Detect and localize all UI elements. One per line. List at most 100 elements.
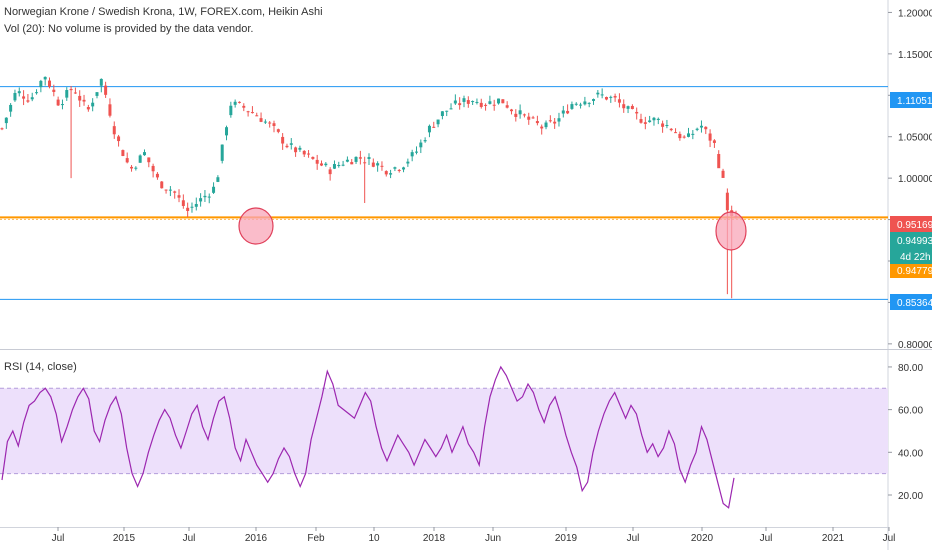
candle-body[interactable] <box>298 147 302 150</box>
candle-body[interactable] <box>302 150 306 155</box>
candle-body[interactable] <box>406 161 410 164</box>
candle-body[interactable] <box>86 107 90 110</box>
candle-body[interactable] <box>389 173 393 175</box>
candle-body[interactable] <box>233 101 237 105</box>
candle-body[interactable] <box>138 155 142 163</box>
highlight-circle-2016[interactable] <box>238 207 274 245</box>
candle-body[interactable] <box>332 164 336 169</box>
candle-body[interactable] <box>151 165 155 172</box>
candle-body[interactable] <box>475 101 479 103</box>
candle-body[interactable] <box>0 128 4 130</box>
candle-body[interactable] <box>345 159 349 162</box>
candle-body[interactable] <box>725 192 729 211</box>
candle-body[interactable] <box>488 101 492 104</box>
candle-body[interactable] <box>112 126 116 135</box>
candle-body[interactable] <box>250 112 254 114</box>
candle-body[interactable] <box>505 105 509 108</box>
candle-body[interactable] <box>518 110 522 115</box>
candle-body[interactable] <box>548 120 552 122</box>
candle-body[interactable] <box>600 94 604 96</box>
candle-body[interactable] <box>52 89 56 92</box>
candle-body[interactable] <box>639 119 643 123</box>
candle-body[interactable] <box>47 80 51 87</box>
candle-body[interactable] <box>699 125 703 128</box>
candle-body[interactable] <box>479 102 483 107</box>
candle-body[interactable] <box>354 156 358 162</box>
candle-body[interactable] <box>307 153 311 155</box>
candle-body[interactable] <box>471 101 475 103</box>
candle-body[interactable] <box>604 97 608 100</box>
candle-body[interactable] <box>410 152 414 157</box>
candle-body[interactable] <box>393 167 397 169</box>
candle-body[interactable] <box>466 100 470 104</box>
candle-body[interactable] <box>315 159 319 164</box>
candle-body[interactable] <box>557 118 561 122</box>
candle-body[interactable] <box>246 111 250 113</box>
candle-body[interactable] <box>436 119 440 125</box>
candle-body[interactable] <box>427 125 431 133</box>
candle-body[interactable] <box>168 189 172 191</box>
candle-body[interactable] <box>721 170 725 178</box>
candle-body[interactable] <box>402 167 406 170</box>
candle-body[interactable] <box>622 104 626 109</box>
candle-body[interactable] <box>691 133 695 135</box>
candle-body[interactable] <box>69 88 73 91</box>
candle-body[interactable] <box>337 165 341 167</box>
candle-body[interactable] <box>531 117 535 119</box>
rsi-line[interactable] <box>1 365 735 509</box>
candle-body[interactable] <box>82 99 86 102</box>
candle-body[interactable] <box>289 143 293 145</box>
candle-body[interactable] <box>682 136 686 138</box>
candle-body[interactable] <box>268 122 272 124</box>
candle-body[interactable] <box>13 92 17 101</box>
candle-body[interactable] <box>199 198 203 202</box>
candle-body[interactable] <box>17 91 21 94</box>
candle-body[interactable] <box>104 85 108 95</box>
candle-body[interactable] <box>656 118 660 120</box>
candle-body[interactable] <box>276 129 280 132</box>
candle-body[interactable] <box>259 118 263 122</box>
candle-body[interactable] <box>497 98 501 104</box>
candle-body[interactable] <box>423 140 427 142</box>
candle-body[interactable] <box>561 110 565 114</box>
candle-body[interactable] <box>164 189 168 191</box>
candle-body[interactable] <box>35 92 39 94</box>
candle-body[interactable] <box>142 152 146 156</box>
candle-body[interactable] <box>39 80 43 88</box>
candle-body[interactable] <box>492 104 496 106</box>
candle-body[interactable] <box>630 105 634 110</box>
candle-body[interactable] <box>130 166 134 169</box>
candle-body[interactable] <box>717 154 721 169</box>
candle-body[interactable] <box>134 167 138 169</box>
candle-body[interactable] <box>509 109 513 112</box>
candle-body[interactable] <box>596 92 600 95</box>
candle-body[interactable] <box>617 99 621 103</box>
candle-body[interactable] <box>155 173 159 178</box>
candle-body[interactable] <box>121 150 125 156</box>
candle-body[interactable] <box>237 101 241 103</box>
candle-body[interactable] <box>22 96 26 99</box>
candle-body[interactable] <box>26 100 30 102</box>
candle-body[interactable] <box>91 102 95 107</box>
candle-body[interactable] <box>678 133 682 139</box>
candle-body[interactable] <box>242 105 246 108</box>
candle-body[interactable] <box>56 99 60 106</box>
candle-body[interactable] <box>626 106 630 109</box>
candle-body[interactable] <box>216 177 220 182</box>
candle-body[interactable] <box>99 78 103 86</box>
candle-body[interactable] <box>285 145 289 148</box>
candle-body[interactable] <box>207 196 211 198</box>
candle-body[interactable] <box>414 151 418 153</box>
candle-body[interactable] <box>648 120 652 123</box>
candle-body[interactable] <box>350 162 354 165</box>
candle-body[interactable] <box>665 125 669 127</box>
candle-body[interactable] <box>371 162 375 167</box>
candle-body[interactable] <box>540 126 544 129</box>
candle-body[interactable] <box>263 121 267 123</box>
candle-body[interactable] <box>367 157 371 159</box>
candle-body[interactable] <box>661 123 665 127</box>
candle-body[interactable] <box>440 111 444 117</box>
candle-body[interactable] <box>181 200 185 206</box>
candle-body[interactable] <box>255 115 259 117</box>
